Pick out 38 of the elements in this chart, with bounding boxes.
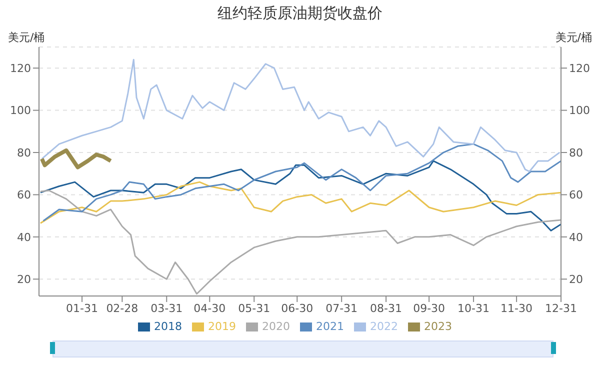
y-tick-label: 120 <box>10 62 31 76</box>
legend-label: 2018 <box>154 320 182 333</box>
x-tick-label: 08-31 <box>370 302 402 315</box>
legend-label: 2023 <box>424 320 452 333</box>
y-tick-label: 100 <box>10 104 31 118</box>
x-tick-label: 05-31 <box>238 302 270 315</box>
x-tick-label: 12-31 <box>545 302 577 315</box>
y2-tick-label: 120 <box>569 62 590 76</box>
chart-title: 纽约轻质原油期货收盘价 <box>216 4 384 23</box>
legend-label: 2019 <box>208 320 236 333</box>
x-tick-label: 11-30 <box>500 302 533 315</box>
x-tick-label: 07-31 <box>326 302 358 315</box>
line-series <box>40 181 561 224</box>
line-series <box>40 148 113 170</box>
y-tick-label: 60 <box>17 188 31 202</box>
line-series <box>42 143 561 222</box>
x-tick-label: 02-28 <box>106 302 138 315</box>
y2-axis-title: 美元/桶 <box>555 30 592 45</box>
legend-label: 2021 <box>316 320 344 333</box>
line-series <box>40 160 561 232</box>
x-tick-label: 09-30 <box>413 302 446 315</box>
legend-label: 2020 <box>262 320 290 333</box>
x-tick-label: 06-30 <box>281 302 314 315</box>
line-series <box>41 58 560 172</box>
y-axis-title: 美元/桶 <box>8 30 45 45</box>
legend-label: 2022 <box>370 320 398 333</box>
y2-tick-label: 40 <box>569 230 583 244</box>
x-tick-label: 03-31 <box>150 302 183 315</box>
y-tick-label: 80 <box>17 146 31 160</box>
y-tick-label: 40 <box>17 230 31 244</box>
y-tick-label: 20 <box>17 273 31 286</box>
y2-tick-label: 20 <box>569 273 583 286</box>
x-tick-label: 10-31 <box>458 302 490 315</box>
y2-tick-label: 80 <box>569 146 583 160</box>
x-tick-label: 01-31 <box>66 302 98 315</box>
x-tick-label: 04-30 <box>194 302 226 315</box>
y2-tick-label: 100 <box>569 104 590 118</box>
y2-tick-label: 60 <box>569 188 583 202</box>
